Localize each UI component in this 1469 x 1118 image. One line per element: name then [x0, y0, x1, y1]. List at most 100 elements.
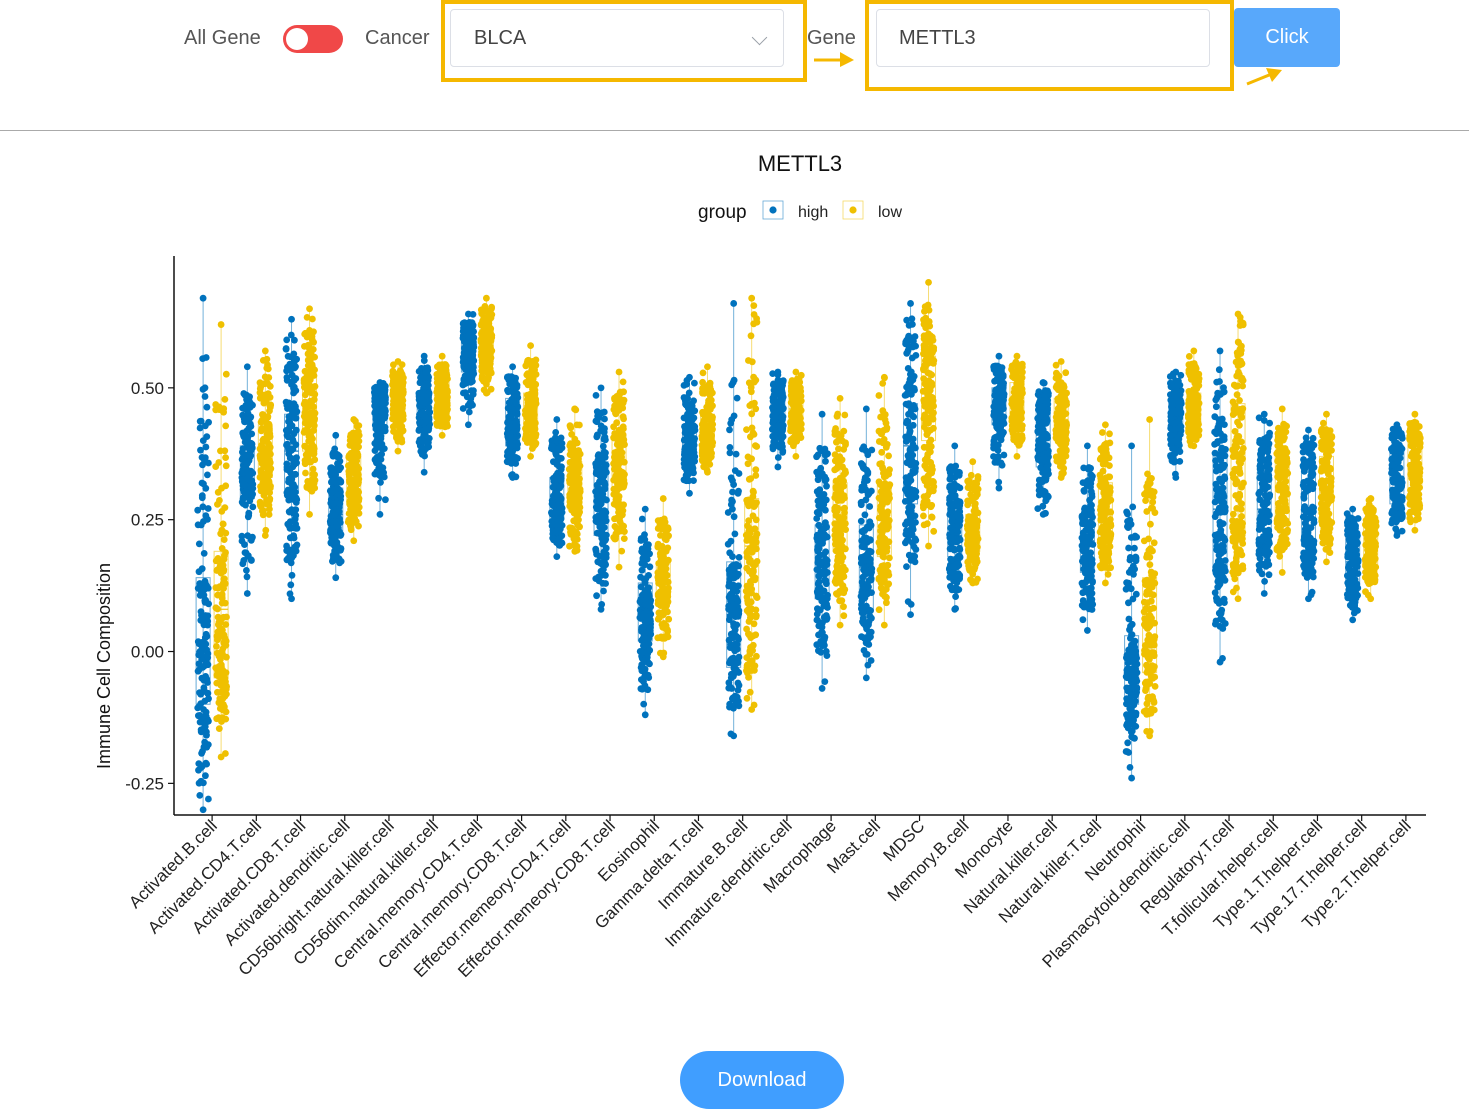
data-point	[594, 460, 601, 468]
data-point	[592, 488, 599, 495]
data-point	[795, 410, 802, 417]
data-point	[389, 406, 397, 413]
data-point	[217, 656, 224, 663]
all-gene-toggle[interactable]	[283, 25, 343, 53]
data-point	[726, 426, 733, 434]
data-point	[745, 547, 752, 554]
data-point	[221, 706, 228, 714]
data-point	[726, 591, 734, 599]
data-point	[216, 497, 223, 504]
box-low-Central.memory.CD4.T.cell	[477, 294, 496, 397]
data-point	[643, 592, 651, 600]
data-point	[213, 643, 220, 650]
box-low-Macrophage	[831, 394, 849, 629]
y-axis-label: Immune Cell Composition	[94, 563, 114, 769]
data-point	[637, 596, 645, 603]
data-point	[248, 430, 256, 438]
data-point	[259, 507, 266, 515]
data-point	[613, 441, 621, 448]
box-high-Central.memory.CD8.T.cell	[503, 363, 522, 481]
jitter-points-high	[680, 377, 699, 485]
box-high-CD56bright.natural.killer.cell	[371, 379, 389, 518]
jitter-points-low	[610, 378, 628, 555]
data-point	[246, 393, 254, 401]
data-point-min	[704, 468, 711, 476]
data-point	[795, 375, 803, 383]
cancer-select[interactable]: BLCA	[450, 9, 784, 67]
data-point	[204, 661, 212, 669]
data-point	[593, 529, 601, 537]
data-point	[266, 443, 274, 451]
box-low-Activated.dendritic.cell	[344, 416, 363, 545]
data-point	[302, 469, 309, 477]
data-point	[197, 777, 205, 785]
data-point	[371, 388, 379, 395]
data-point	[282, 345, 290, 352]
data-point	[424, 364, 431, 372]
data-point	[511, 434, 518, 441]
data-point	[600, 448, 608, 456]
data-point	[745, 598, 752, 606]
data-point	[857, 592, 865, 600]
data-point	[823, 595, 831, 602]
data-point	[531, 424, 538, 432]
data-point	[656, 550, 664, 558]
data-point-min	[350, 537, 358, 545]
data-point	[660, 520, 668, 528]
data-point	[684, 410, 691, 418]
data-point	[531, 438, 538, 446]
data-point	[218, 592, 226, 600]
data-point	[425, 424, 433, 432]
data-point	[690, 397, 697, 405]
data-point	[257, 383, 265, 391]
data-point	[788, 411, 796, 419]
y-tick-label: 0.25	[131, 511, 164, 530]
data-point-max	[730, 300, 738, 307]
data-point	[244, 460, 251, 467]
data-point	[660, 575, 668, 583]
data-point	[750, 320, 758, 328]
gene-input[interactable]	[876, 9, 1210, 67]
data-point	[610, 534, 618, 541]
data-point	[265, 374, 273, 381]
data-point	[259, 451, 266, 459]
data-point	[857, 501, 865, 509]
box-high-Effector.memeory.CD8.T.cell	[592, 384, 610, 613]
data-point	[381, 427, 389, 435]
data-point	[612, 496, 620, 503]
data-point	[239, 560, 247, 568]
data-point	[467, 402, 474, 410]
data-point	[822, 519, 829, 526]
data-point	[750, 311, 758, 318]
data-point	[256, 394, 264, 402]
data-point	[640, 700, 648, 708]
click-button[interactable]: Click	[1234, 8, 1340, 67]
data-point	[440, 398, 448, 405]
data-point	[290, 532, 297, 540]
data-point	[593, 592, 600, 600]
data-point-max	[350, 416, 358, 423]
data-point	[615, 528, 622, 535]
data-point	[283, 441, 290, 449]
data-point	[301, 442, 309, 450]
data-point	[840, 589, 848, 597]
data-point	[264, 365, 272, 373]
data-point	[440, 361, 448, 369]
data-point	[468, 342, 476, 349]
box-low-Activated.CD4.T.cell	[256, 347, 275, 539]
data-point	[222, 685, 230, 693]
data-point	[708, 441, 715, 449]
jitter-points-high	[548, 429, 566, 549]
data-point	[779, 404, 787, 412]
data-point	[261, 478, 269, 485]
data-point	[247, 423, 255, 430]
data-point	[197, 446, 204, 454]
data-point	[525, 356, 532, 364]
jitter-points-low	[344, 417, 363, 534]
data-point	[203, 433, 211, 440]
data-point	[205, 795, 212, 803]
data-point	[424, 392, 432, 400]
data-point	[512, 398, 520, 406]
data-point	[347, 523, 355, 531]
data-point	[263, 355, 271, 363]
